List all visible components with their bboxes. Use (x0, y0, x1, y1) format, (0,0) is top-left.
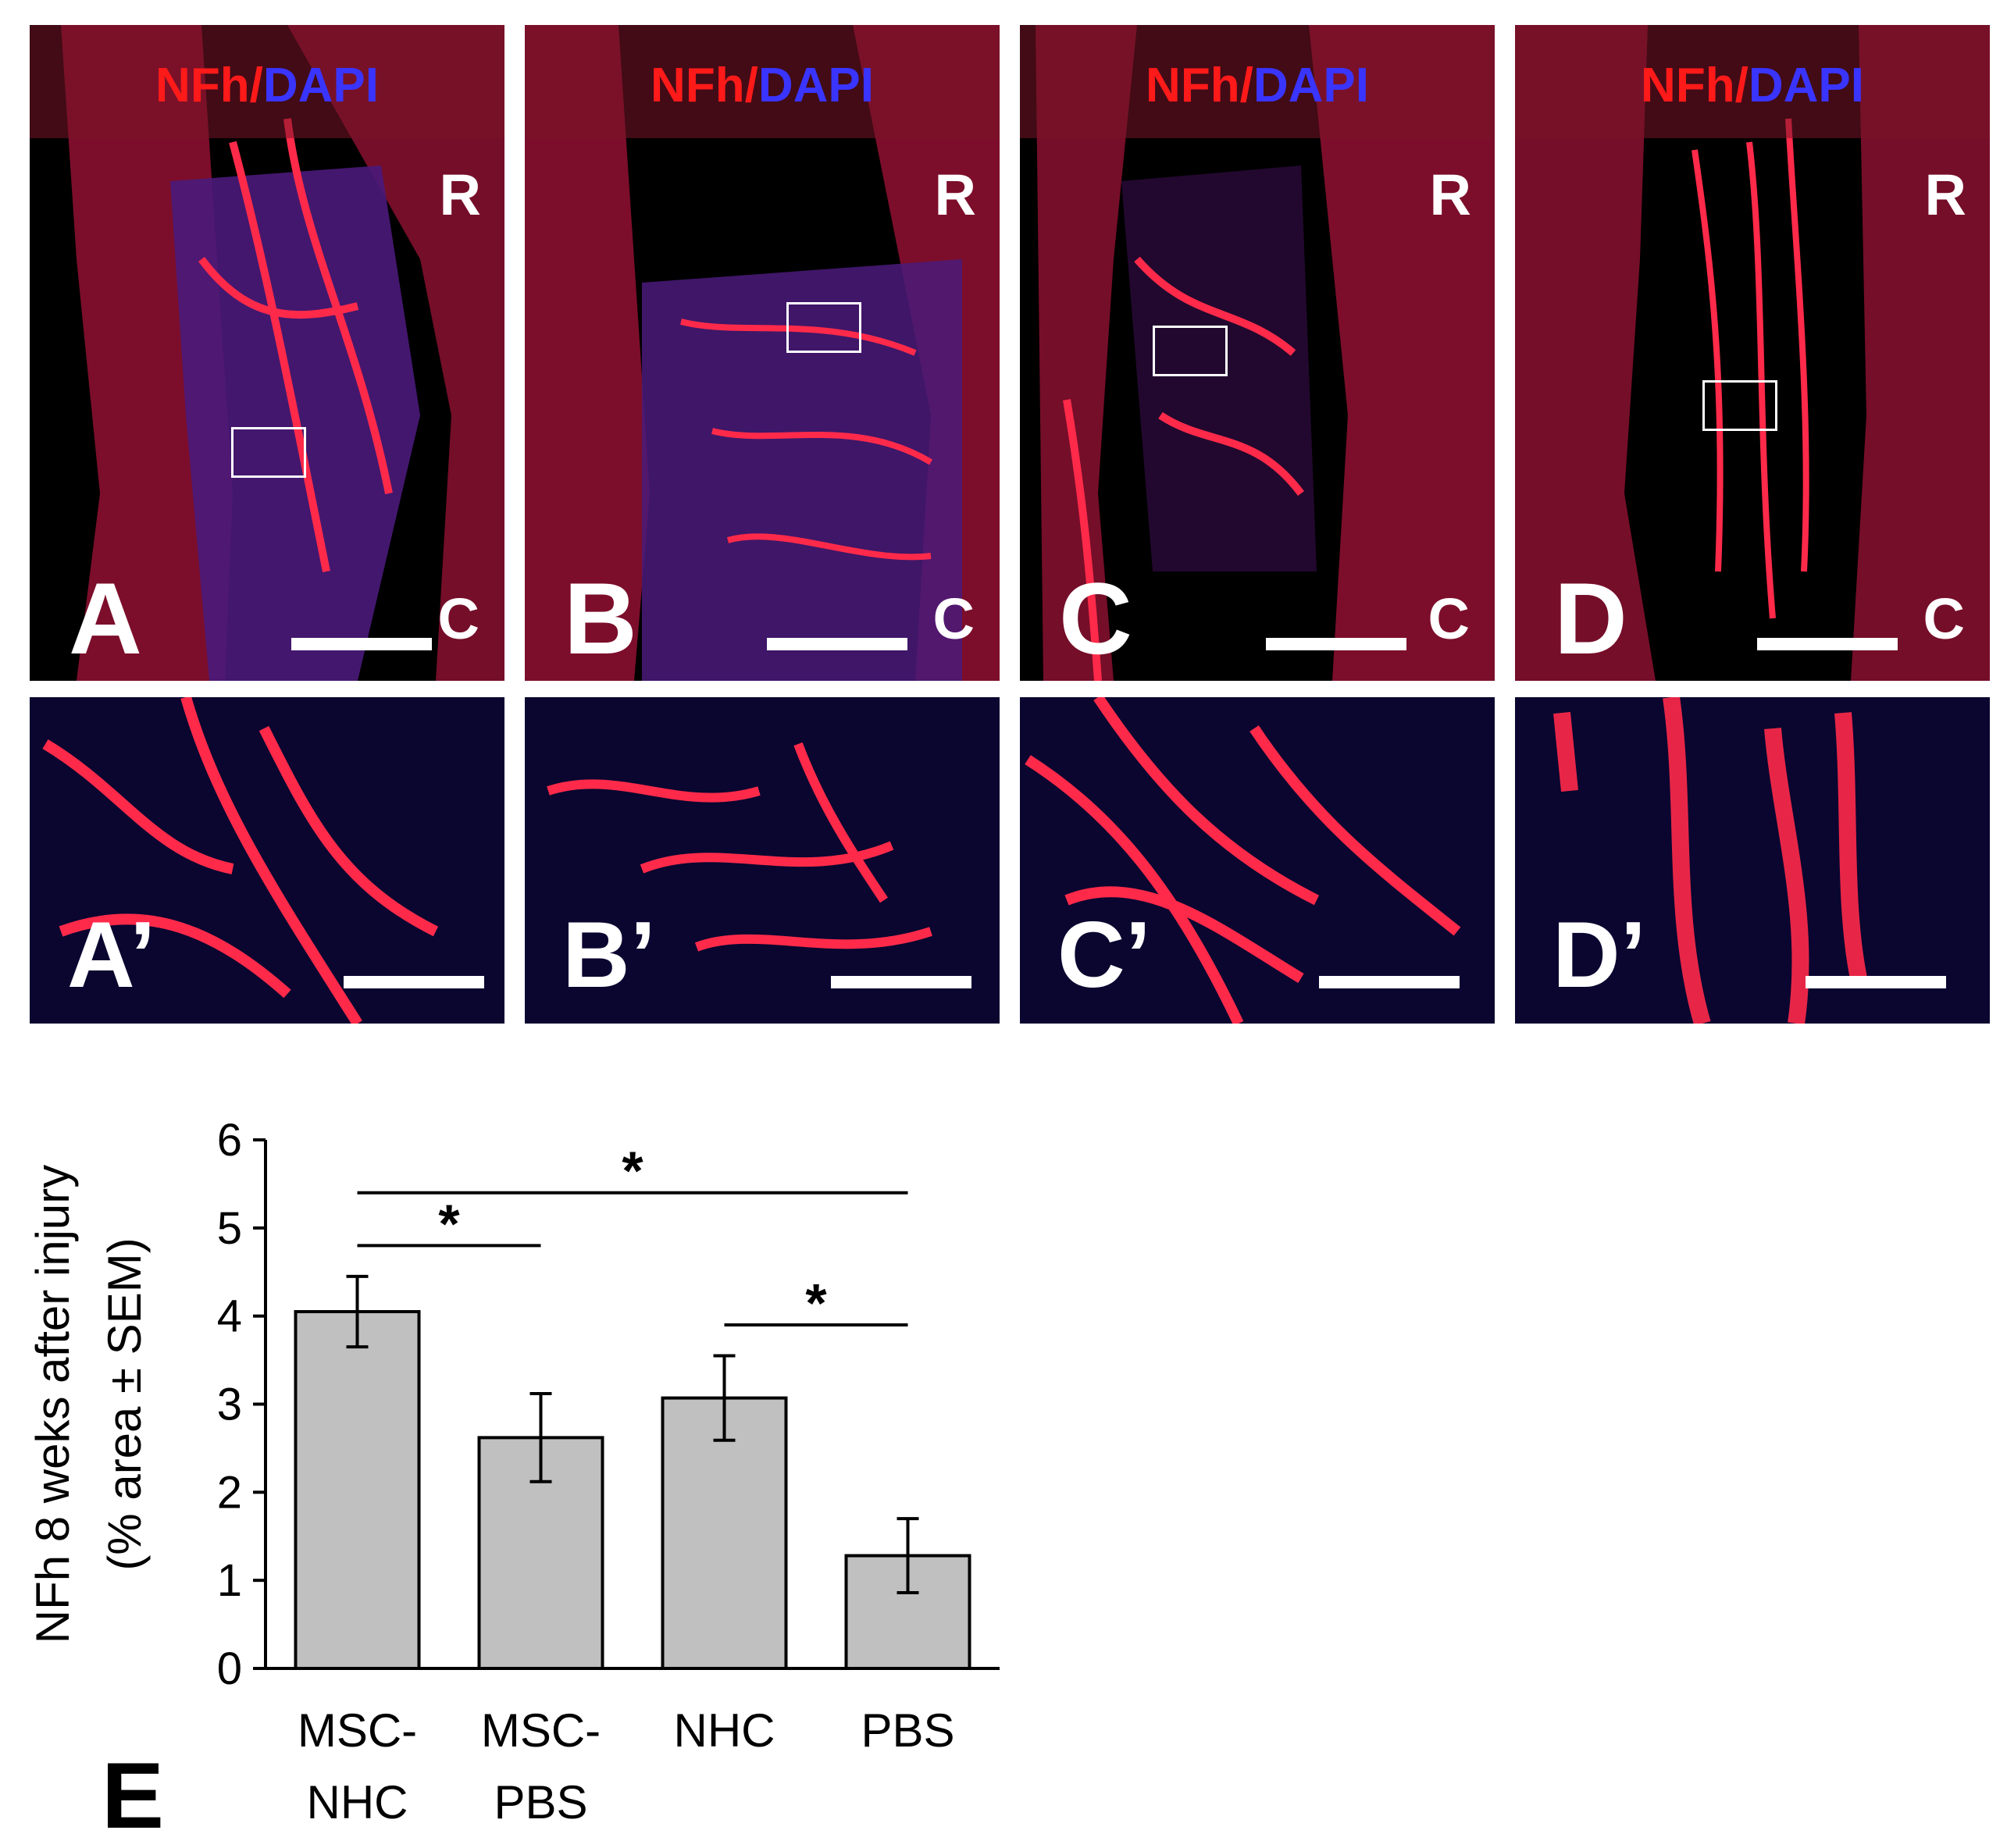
zoom-panel-c: C’ (1020, 697, 1495, 1024)
y-tick-label: 5 (217, 1203, 242, 1254)
scale-bar (767, 638, 907, 650)
caudal-label: C (437, 586, 479, 651)
micrograph-image (525, 25, 1000, 681)
x-category-label: MSC- (298, 1704, 417, 1757)
scale-bar (291, 638, 432, 650)
overview-panel-d: NFh/DAPI R C D (1515, 25, 1990, 681)
title-band (1515, 25, 1990, 138)
roi-box (1702, 380, 1777, 431)
rostral-label: R (439, 162, 481, 227)
rostral-label: R (1924, 162, 1966, 227)
x-category-label: NHC (307, 1776, 408, 1828)
significance-star: * (438, 1193, 460, 1254)
x-category-label: PBS (861, 1704, 954, 1757)
panel-letter-b-prime: B’ (562, 903, 656, 1007)
significance-star: * (622, 1141, 643, 1202)
y-tick-label: 6 (217, 1115, 242, 1166)
caudal-label: C (932, 586, 975, 651)
stain-nfh-text: NFh (1641, 59, 1735, 112)
micrograph-image (61, 25, 504, 681)
stain-dapi-text: DAPI (262, 59, 379, 112)
stain-dapi-text: DAPI (1748, 59, 1864, 112)
micrograph-zoom-image (1020, 697, 1495, 1024)
micrograph-image (1515, 25, 1990, 681)
overview-panel-c: NFh/DAPI R C C (1020, 25, 1495, 681)
stain-separator: / (249, 59, 263, 112)
y-tick-label: 0 (217, 1643, 242, 1694)
zoom-panel-d: D’ (1515, 697, 1990, 1024)
panel-letter-e: E (102, 1743, 165, 1848)
y-tick-label: 1 (217, 1555, 242, 1606)
stain-separator: / (744, 59, 758, 112)
x-category-label: NHC (674, 1704, 775, 1757)
y-tick-label: 3 (217, 1380, 242, 1430)
stain-label: NFh/DAPI (1515, 58, 1990, 113)
stain-separator: / (1734, 59, 1749, 112)
micrograph-zoom-image (30, 697, 504, 1024)
stain-label: NFh/DAPI (30, 58, 504, 113)
stain-separator: / (1239, 59, 1253, 112)
bar (294, 1310, 421, 1670)
stain-nfh-text: NFh (155, 59, 250, 112)
micrograph-zoom-image (1515, 697, 1990, 1024)
significance-star: * (805, 1273, 827, 1333)
roi-box (1153, 326, 1228, 376)
stain-label: NFh/DAPI (525, 58, 1000, 113)
y-tick-label: 4 (217, 1291, 242, 1342)
panel-letter-a: A (69, 561, 142, 675)
roi-box (231, 427, 306, 478)
y-axis-title-line2: (% area ± SEM) (98, 1237, 151, 1570)
bar (661, 1396, 788, 1670)
stain-label: NFh/DAPI (1020, 58, 1495, 113)
y-tick-label: 2 (217, 1467, 242, 1518)
panel-letter-b: B (564, 561, 637, 675)
zoom-panel-a: A’ (30, 697, 504, 1024)
overview-panel-b: NFh/DAPI R C B (525, 25, 1000, 681)
scale-bar (1266, 638, 1406, 650)
nfh-bar-chart: 0 1 2 3 4 5 6 MSC- NHC MSC- PBS NHC PBS * * * NFh 8 weks… (27, 1115, 1000, 1828)
stain-nfh-text: NFh (651, 59, 745, 112)
panel-letter-c-prime: C’ (1057, 903, 1151, 1007)
scale-bar (344, 976, 484, 988)
stain-dapi-text: DAPI (758, 59, 874, 112)
panel-letter-a-prime: A’ (67, 903, 156, 1007)
title-band (1020, 25, 1495, 138)
rostral-label: R (1429, 162, 1471, 227)
rostral-label: R (934, 162, 976, 227)
roi-box (786, 302, 861, 353)
panel-letter-d: D (1554, 561, 1627, 675)
scale-bar (1757, 638, 1898, 650)
scale-bar (1319, 976, 1460, 988)
micrograph-image (1036, 25, 1495, 681)
zoom-panel-b: B’ (525, 697, 1000, 1024)
stain-dapi-text: DAPI (1253, 59, 1369, 112)
scale-bar (1806, 976, 1946, 988)
caudal-label: C (1428, 586, 1470, 651)
stain-nfh-text: NFh (1146, 59, 1240, 112)
micrograph-zoom-image (525, 697, 1000, 1024)
caudal-label: C (1923, 586, 1965, 651)
x-category-label: PBS (494, 1776, 587, 1828)
overview-panel-a: NFh/DAPI R C A (30, 25, 504, 681)
y-axis-title-line1: NFh 8 weks after injury (27, 1165, 79, 1644)
panel-letter-c: C (1059, 561, 1132, 675)
panel-letter-d-prime: D’ (1552, 903, 1646, 1007)
title-band (525, 25, 1000, 138)
scale-bar (831, 976, 971, 988)
x-category-label: MSC- (481, 1704, 601, 1757)
title-band (30, 25, 504, 138)
